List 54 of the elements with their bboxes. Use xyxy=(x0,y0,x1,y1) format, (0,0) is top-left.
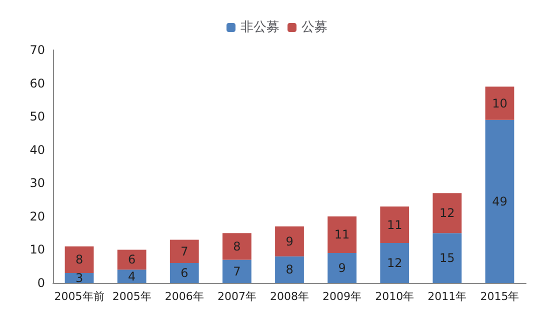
bar xyxy=(380,206,410,244)
x-tick-label: 2005年前 xyxy=(54,290,104,303)
legend-label: 公募 xyxy=(302,20,328,35)
bar xyxy=(117,250,146,270)
data-label: 9 xyxy=(286,234,294,248)
x-tick-label: 2008年 xyxy=(270,290,309,303)
x-tick-label: 2009年 xyxy=(322,290,362,303)
data-label: 8 xyxy=(233,239,241,254)
data-label: 8 xyxy=(75,252,84,267)
y-tick-label: 0 xyxy=(37,276,45,290)
data-label: 12 xyxy=(386,256,402,270)
bar xyxy=(275,256,304,283)
bar xyxy=(170,263,199,283)
bar xyxy=(64,246,94,274)
data-label: 4 xyxy=(128,269,136,284)
data-label: 9 xyxy=(338,261,346,276)
data-label: 11 xyxy=(386,218,402,232)
bar xyxy=(117,270,146,283)
y-tick-label: 60 xyxy=(30,76,45,90)
bar xyxy=(432,233,462,283)
legend-label: 非公募 xyxy=(240,20,280,35)
bar xyxy=(380,243,410,283)
bar xyxy=(432,193,462,234)
bar xyxy=(222,260,252,283)
data-label: 7 xyxy=(180,244,188,258)
data-label: 15 xyxy=(440,251,455,266)
x-tick-label: 2007年 xyxy=(217,290,256,303)
data-label: 6 xyxy=(180,266,188,280)
data-label: 7 xyxy=(233,264,241,278)
bar xyxy=(170,240,199,264)
x-tick-label: 2011年 xyxy=(428,290,467,303)
bar xyxy=(485,86,514,120)
y-tick-label: 40 xyxy=(30,142,45,157)
x-tick-label: 2015年 xyxy=(480,290,520,303)
y-tick-label: 20 xyxy=(30,209,45,224)
bar xyxy=(328,253,357,283)
data-label: 6 xyxy=(128,252,136,267)
bar xyxy=(275,226,304,256)
x-tick-label: 2010年 xyxy=(375,290,414,303)
x-tick-label: 2005年 xyxy=(112,290,152,303)
x-tick-label: 2006年 xyxy=(164,290,204,303)
bar xyxy=(485,120,514,283)
data-label: 8 xyxy=(286,262,294,277)
data-label: 49 xyxy=(492,194,508,208)
data-label: 3 xyxy=(75,271,84,286)
bar xyxy=(222,233,252,260)
data-label: 11 xyxy=(334,228,350,242)
y-tick-label: 10 xyxy=(30,242,45,257)
data-label: 12 xyxy=(440,206,455,220)
y-tick-label: 30 xyxy=(30,176,45,190)
y-tick-label: 70 xyxy=(30,43,45,57)
y-tick-label: 50 xyxy=(30,110,45,124)
bar xyxy=(328,216,357,254)
data-label: 10 xyxy=(492,96,508,110)
